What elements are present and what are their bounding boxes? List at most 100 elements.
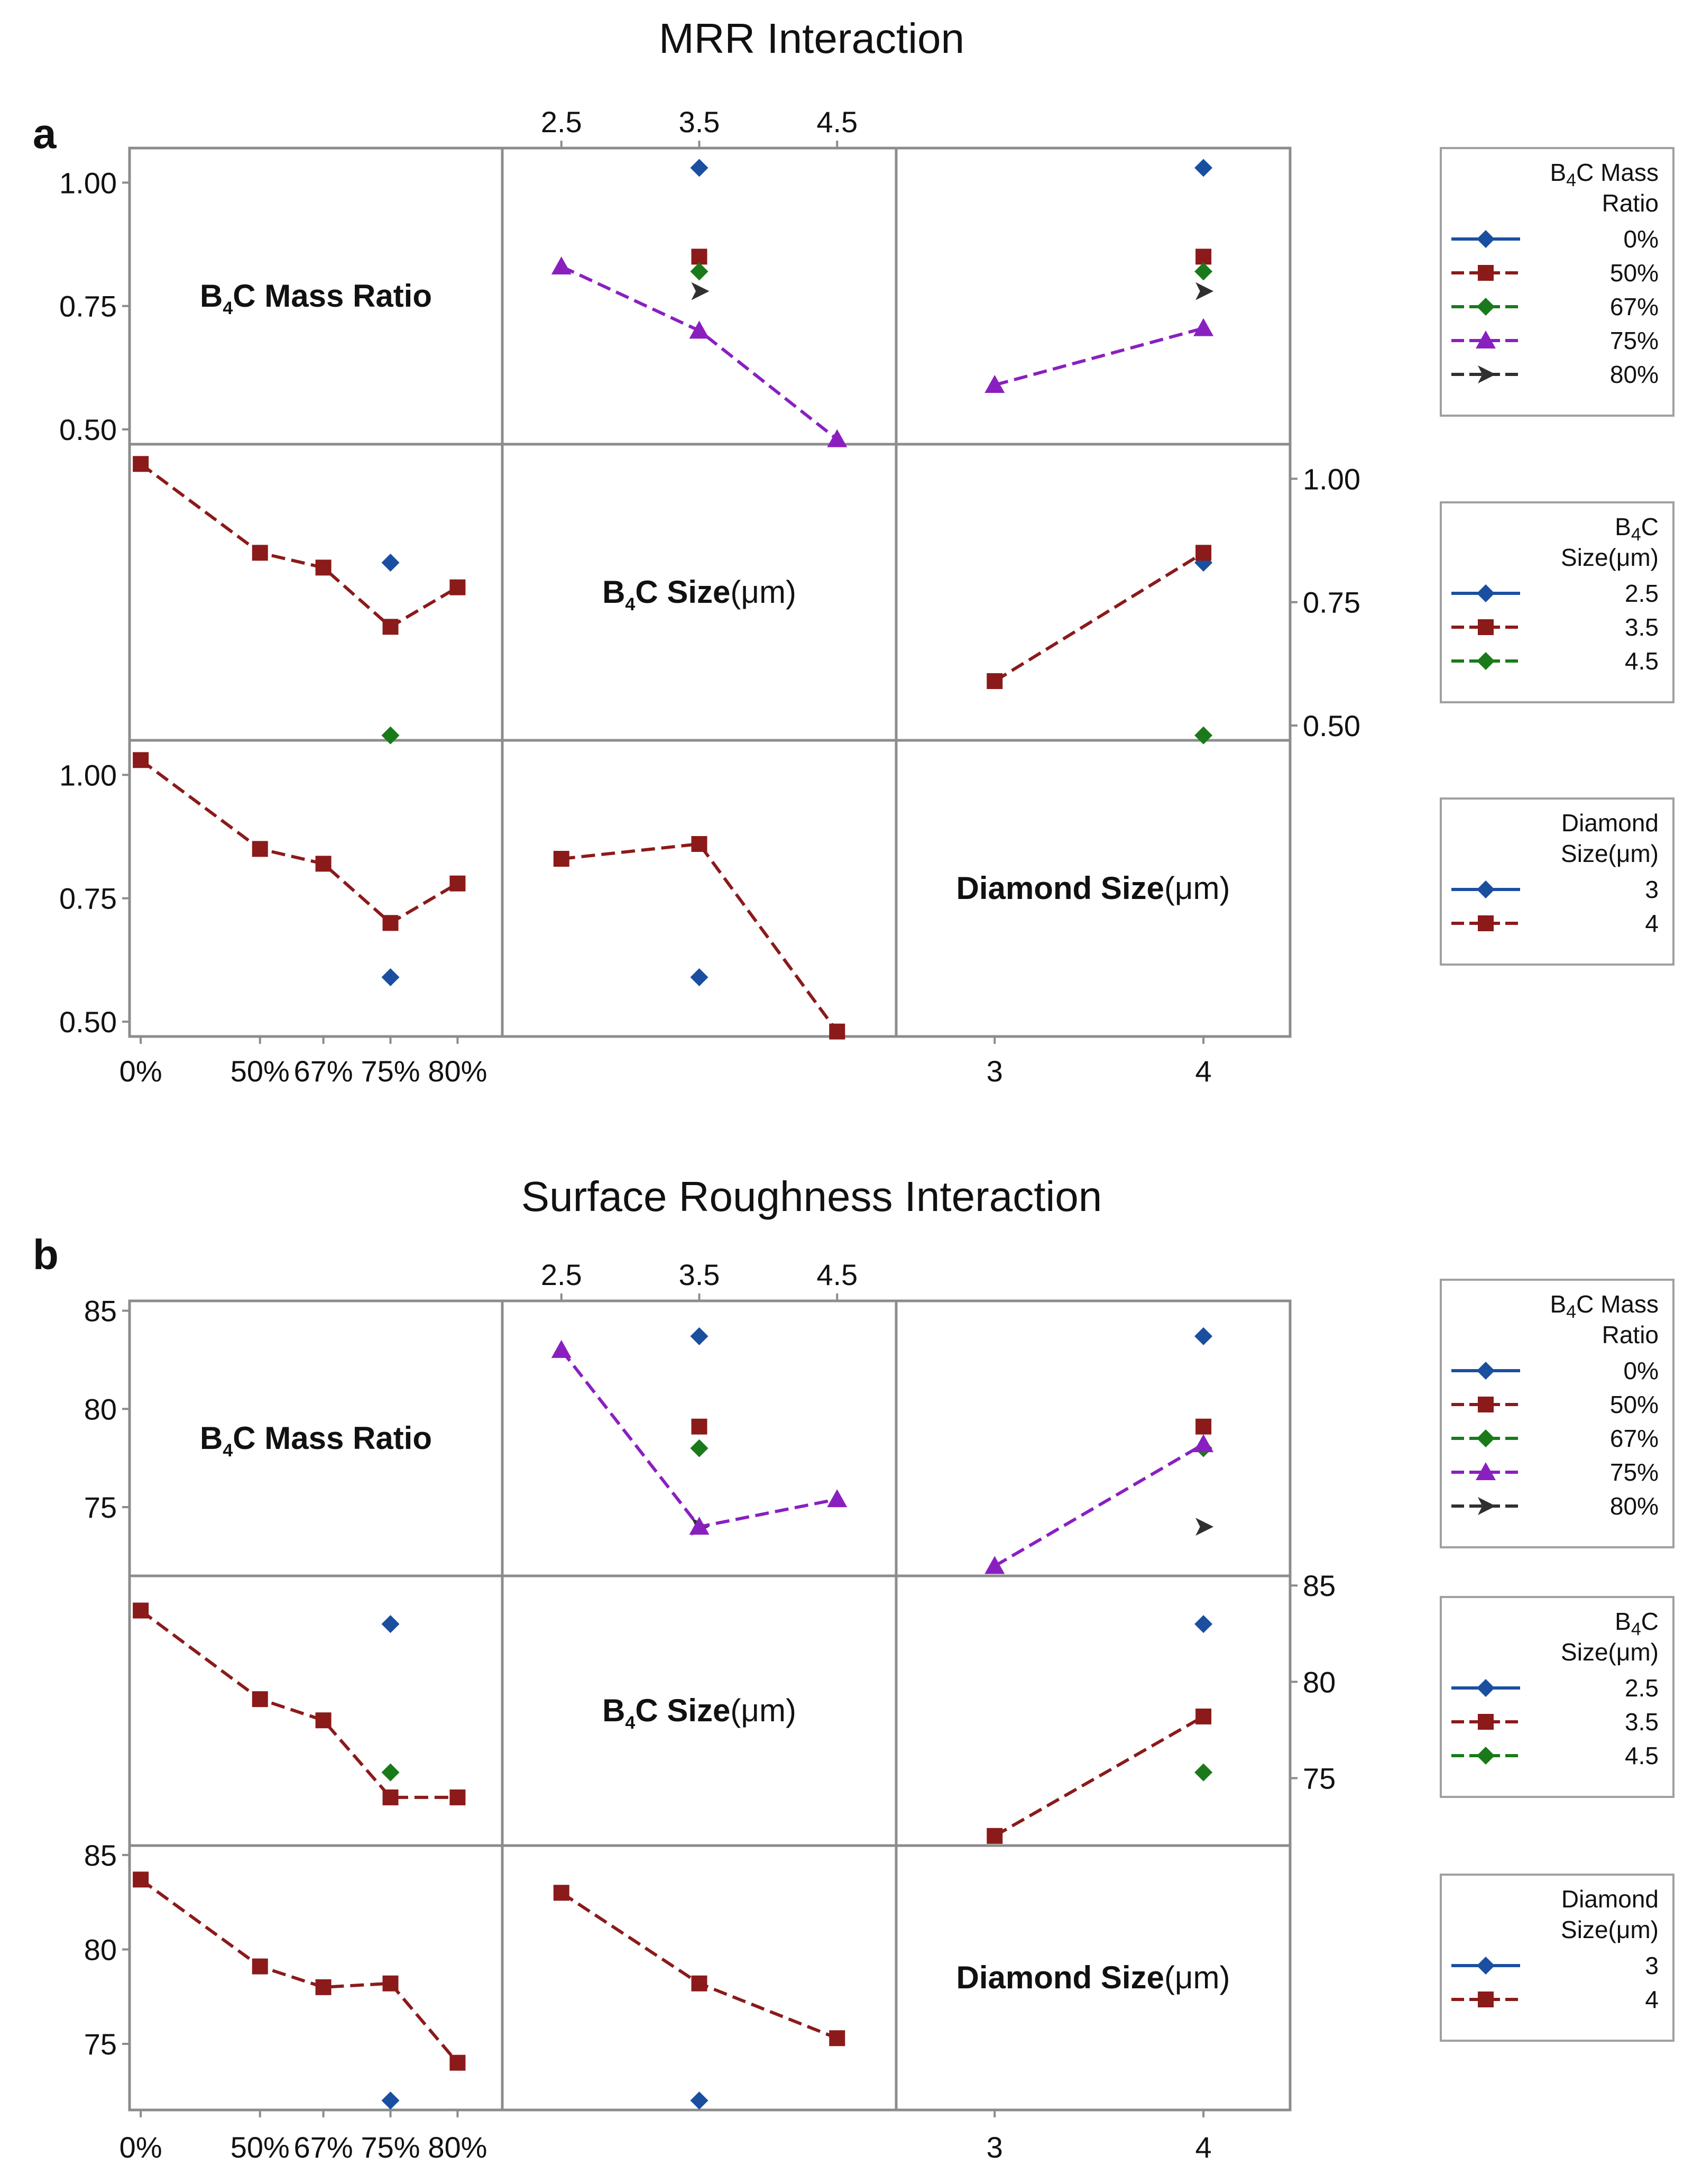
chart-b-ytick-right: 85 <box>1303 1569 1336 1602</box>
chart-b-point-4 <box>449 2054 466 2071</box>
chart-a-xtick-bottom: 0% <box>119 1054 162 1088</box>
chart-a-ytick-right: 0.50 <box>1303 709 1360 742</box>
chart-b-title: Surface Roughness Interaction <box>521 1173 1102 1220</box>
chart-a-legend-marker-3 <box>1477 880 1495 898</box>
chart-a-cell-2-1 <box>501 739 898 1038</box>
chart-a-point-4 <box>133 752 149 768</box>
chart-a-ytick-left: 0.50 <box>59 1005 117 1039</box>
chart-a-ytick-left: 1.00 <box>59 758 117 792</box>
chart-a-legend-marker-4 <box>1478 915 1494 931</box>
chart-a-xtick-bottom: 67% <box>294 1054 353 1088</box>
chart-a-ytick-right: 1.00 <box>1303 462 1360 495</box>
chart-b-xtick-top: 3.5 <box>679 1258 720 1291</box>
chart-b-legend-label: 4 <box>1645 1986 1659 2013</box>
chart-b-point-80% <box>1195 1518 1214 1536</box>
chart-b-cell-1-1 <box>501 1574 898 1847</box>
chart-b-point-75% <box>827 1489 848 1508</box>
chart-b-point-4 <box>133 1871 149 1888</box>
chart-b-point-4.5 <box>1194 1763 1213 1782</box>
chart-a-diag-title-mass: B4C Mass Ratio <box>200 278 432 318</box>
chart-b-legend-marker-80% <box>1478 1497 1496 1515</box>
chart-b-point-3 <box>381 2091 400 2110</box>
chart-b-point-3.5 <box>133 1602 149 1619</box>
chart-b-ytick-left: 75 <box>84 2027 117 2061</box>
chart-b-legend-marker-67% <box>1477 1429 1495 1447</box>
chart-a-point-3.5 <box>987 673 1003 689</box>
chart-b-legend-title: Ratio <box>1602 1321 1659 1348</box>
chart-b-point-3.5 <box>315 1712 332 1729</box>
chart-a-cell-2-0 <box>128 739 504 1038</box>
plot-layer: B4C Mass Ratio B4C Size(μm) Diamond Size(μ… <box>59 105 1674 2164</box>
chart-b-cell-1-2 <box>895 1574 1292 1847</box>
chart-a-point-4 <box>691 836 707 852</box>
chart-a-series-line-3.5 <box>993 551 1204 683</box>
chart-b-xtick-bottom: 67% <box>294 2131 353 2164</box>
chart-a-legend-label: 75% <box>1610 327 1659 354</box>
chart-b-ytick-right: 75 <box>1303 1762 1336 1795</box>
chart-a-point-4 <box>829 1023 845 1040</box>
chart-b-xtick-bottom: 75% <box>361 2131 420 2164</box>
chart-a-title: MRR Interaction <box>659 15 964 62</box>
chart-b-point-75% <box>984 1556 1005 1574</box>
chart-b-cell-2-2 <box>895 1844 1292 2112</box>
chart-a-legend-label: 2.5 <box>1625 580 1659 607</box>
chart-b-legend-title: Size(μm) <box>1561 1638 1659 1666</box>
chart-b-point-4 <box>315 1979 332 1995</box>
chart-b-point-3 <box>690 2091 709 2110</box>
chart-b-legend-marker-0% <box>1477 1362 1495 1380</box>
chart-a-legend-label: 3 <box>1645 876 1659 903</box>
chart-a-legend-title: B4C <box>1615 513 1659 545</box>
chart-a-point-4 <box>553 851 569 867</box>
chart-a-xtick-bottom: 50% <box>231 1054 290 1088</box>
chart-b-legend-marker-4.5 <box>1477 1747 1495 1765</box>
chart-b-point-4 <box>829 2030 845 2047</box>
chart-a-legend-2 <box>1440 797 1674 966</box>
chart-b-point-4 <box>691 1975 707 1992</box>
chart-a-diag-title-size: B4C Size(μm) <box>602 574 796 614</box>
chart-b-legend-marker-2.5 <box>1477 1679 1495 1697</box>
chart-b-xtick-bottom: 3 <box>987 2131 1003 2164</box>
chart-b: B4C Mass Ratio B4C Size(μm) Diamond Size(μ… <box>84 1258 1674 2164</box>
chart-a-cell-1-1 <box>501 443 898 742</box>
chart-b-point-4.5 <box>381 1763 400 1782</box>
chart-b-diag-title-mass: B4C Mass Ratio <box>200 1420 432 1461</box>
chart-a-point-4 <box>449 875 466 892</box>
chart-b-legend-label: 0% <box>1624 1357 1659 1384</box>
chart-b-point-3.5 <box>252 1691 268 1708</box>
chart-b-point-50% <box>1195 1418 1212 1435</box>
chart-a-point-3.5 <box>252 545 268 561</box>
chart-a-point-67% <box>1194 262 1213 281</box>
chart-b-point-3.5 <box>449 1789 466 1805</box>
chart-a-point-2.5 <box>381 554 400 572</box>
chart-b-point-50% <box>691 1418 707 1435</box>
chart-a-point-4.5 <box>1194 726 1213 745</box>
chart-a-point-50% <box>1195 249 1212 265</box>
chart-a-legend-label: 67% <box>1610 293 1659 320</box>
chart-a-legend-marker-75% <box>1476 331 1496 348</box>
chart-b-legend-label: 80% <box>1610 1492 1659 1520</box>
chart-a-ytick-left: 1.00 <box>59 166 117 199</box>
chart-a: B4C Mass Ratio B4C Size(μm) Diamond Size(μ… <box>59 105 1674 1088</box>
chart-a-series-line-4 <box>561 842 839 1033</box>
chart-b-xtick-bottom: 50% <box>231 2131 290 2164</box>
chart-b-legend-title: Size(μm) <box>1561 1916 1659 1943</box>
chart-b-point-4 <box>252 1958 268 1975</box>
chart-b-legend-0 <box>1440 1279 1674 1548</box>
chart-b-point-3.5 <box>987 1828 1003 1844</box>
chart-a-point-4 <box>315 856 332 872</box>
chart-b-cell-1-0 <box>128 1574 504 1847</box>
chart-a-point-3.5 <box>133 456 149 472</box>
chart-b-legend-title: B4C Mass <box>1550 1290 1659 1322</box>
chart-b-xtick-bottom: 0% <box>119 2131 162 2164</box>
chart-a-diag-title-diamond: Diamond Size(μm) <box>956 870 1230 906</box>
chart-a-legend-label: 80% <box>1610 361 1659 388</box>
chart-b-diag-title-size: B4C Size(μm) <box>602 1693 796 1733</box>
chart-a-legend-marker-0% <box>1477 230 1495 248</box>
chart-a-legend-marker-4.5 <box>1477 652 1495 670</box>
chart-a-legend-marker-2.5 <box>1477 584 1495 602</box>
chart-a-ytick-left: 0.50 <box>59 413 117 446</box>
chart-a-panel-label: a <box>33 110 57 157</box>
chart-b-legend-label: 3 <box>1645 1952 1659 1979</box>
chart-b-legend-label: 75% <box>1610 1458 1659 1486</box>
